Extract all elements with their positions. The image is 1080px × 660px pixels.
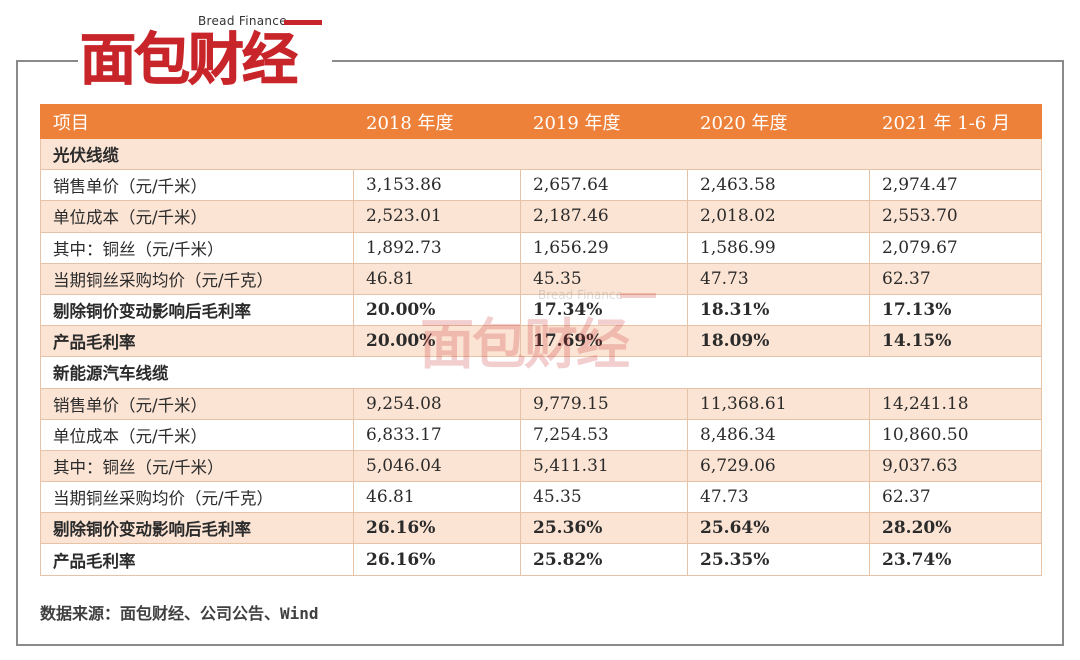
table-cell: 2,553.70 (869, 200, 1042, 233)
row-label: 其中：铜丝（元/千米） (40, 449, 354, 483)
brand-accent-bar (284, 20, 322, 25)
row-label: 当期铜丝采购均价（元/千克） (40, 262, 354, 295)
table-cell: 1,656.29 (520, 231, 688, 264)
table-section-row: 新能源汽车线缆 (40, 356, 1042, 389)
table-cell: 2,974.47 (869, 169, 1042, 202)
table-row: 当期铜丝采购均价（元/千克） 46.81 45.35 47.73 62.37 (40, 481, 1042, 514)
table-cell: 17.13% (869, 293, 1042, 327)
table-cell: 47.73 (687, 262, 870, 295)
header-cell: 2020 年度 (687, 104, 870, 139)
table-cell: 1,586.99 (687, 231, 870, 264)
table-cell: 23.74% (869, 543, 1042, 576)
brand-name-en: Bread Finance (198, 14, 287, 28)
table-cell: 47.73 (687, 481, 870, 514)
table-cell: 28.20% (869, 512, 1042, 545)
table-row: 剔除铜价变动影响后毛利率 20.00% 17.34% 18.31% 17.13% (40, 293, 1042, 327)
brand-name-cn: 面包财经 (80, 28, 299, 93)
table-cell: 25.82% (520, 543, 688, 576)
row-label: 销售单价（元/千米） (40, 387, 354, 420)
table-row: 其中：铜丝（元/千米） 1,892.73 1,656.29 1,586.99 2,079… (40, 231, 1042, 264)
header-cell: 项目 (40, 104, 354, 139)
row-label: 产品毛利率 (40, 325, 354, 358)
table-row: 销售单价（元/千米） 3,153.86 2,657.64 2,463.58 2,974.… (40, 169, 1042, 202)
table-body: 项目 2018 年度 2019 年度 2020 年度 2021 年 1-6 月 … (40, 104, 1042, 576)
table-cell: 18.31% (687, 293, 870, 327)
table-cell: 45.35 (520, 262, 688, 295)
table-cell: 46.81 (353, 481, 521, 514)
table-row: 剔除铜价变动影响后毛利率 26.16% 25.36% 25.64% 28.20% (40, 512, 1042, 545)
table-row: 其中：铜丝（元/千米） 5,046.04 5,411.31 6,729.06 9,037… (40, 449, 1042, 483)
table-cell: 25.64% (687, 512, 870, 545)
table-cell: 9,037.63 (869, 449, 1042, 483)
table-row: 当期铜丝采购均价（元/千克） 46.81 45.35 47.73 62.37 (40, 262, 1042, 295)
row-label: 剔除铜价变动影响后毛利率 (40, 293, 354, 327)
table-row: 销售单价（元/千米） 9,254.08 9,779.15 11,368.61 14,24… (40, 387, 1042, 420)
table-cell: 2,018.02 (687, 200, 870, 233)
table-row: 产品毛利率 26.16% 25.82% 25.35% 23.74% (40, 543, 1042, 576)
table-cell: 9,779.15 (520, 387, 688, 420)
table-cell: 2,657.64 (520, 169, 688, 202)
table-cell: 18.09% (687, 325, 870, 358)
table-row: 单位成本（元/千米） 6,833.17 7,254.53 8,486.34 10,860… (40, 418, 1042, 451)
table-cell: 11,368.61 (687, 387, 870, 420)
table-cell: 17.69% (520, 325, 688, 358)
table-row: 产品毛利率 20.00% 17.69% 18.09% 14.15% (40, 325, 1042, 358)
table-cell: 26.16% (353, 512, 521, 545)
table-cell: 1,892.73 (353, 231, 521, 264)
table-cell: 2,463.58 (687, 169, 870, 202)
row-label: 销售单价（元/千米） (40, 169, 354, 202)
row-label: 产品毛利率 (40, 543, 354, 576)
content-frame (16, 60, 1064, 646)
table-cell: 14,241.18 (869, 387, 1042, 420)
row-label: 单位成本（元/千米） (40, 200, 354, 233)
frame-top-right-line (332, 60, 1064, 62)
header-cell: 2019 年度 (520, 104, 688, 139)
table-cell: 9,254.08 (353, 387, 521, 420)
table-cell: 10,860.50 (869, 418, 1042, 451)
data-table: 项目 2018 年度 2019 年度 2020 年度 2021 年 1-6 月 … (40, 104, 1042, 576)
table-header-row: 项目 2018 年度 2019 年度 2020 年度 2021 年 1-6 月 (40, 104, 1042, 139)
row-label: 其中：铜丝（元/千米） (40, 231, 354, 264)
table-cell: 14.15% (869, 325, 1042, 358)
row-label: 当期铜丝采购均价（元/千克） (40, 481, 354, 514)
section-title: 光伏线缆 (40, 137, 1042, 171)
table-cell: 8,486.34 (687, 418, 870, 451)
brand-logo: Bread Finance 面包财经 (80, 14, 332, 96)
table-cell: 2,079.67 (869, 231, 1042, 264)
table-cell: 20.00% (353, 325, 521, 358)
table-cell: 17.34% (520, 293, 688, 327)
header-cell: 2018 年度 (353, 104, 521, 139)
table-cell: 46.81 (353, 262, 521, 295)
table-cell: 26.16% (353, 543, 521, 576)
source-note: 数据来源：面包财经、公司公告、Wind (40, 604, 319, 623)
table-cell: 2,187.46 (520, 200, 688, 233)
row-label: 剔除铜价变动影响后毛利率 (40, 512, 354, 545)
table-cell: 6,729.06 (687, 449, 870, 483)
table-cell: 25.35% (687, 543, 870, 576)
table-cell: 7,254.53 (520, 418, 688, 451)
table-cell: 25.36% (520, 512, 688, 545)
header-cell: 2021 年 1-6 月 (869, 104, 1042, 139)
table-cell: 20.00% (353, 293, 521, 327)
frame-top-left-line (16, 60, 78, 62)
table-section-row: 光伏线缆 (40, 137, 1042, 171)
table-cell: 45.35 (520, 481, 688, 514)
row-label: 单位成本（元/千米） (40, 418, 354, 451)
table-cell: 5,046.04 (353, 449, 521, 483)
table-cell: 62.37 (869, 481, 1042, 514)
section-title: 新能源汽车线缆 (40, 356, 1042, 389)
table-cell: 62.37 (869, 262, 1042, 295)
table-cell: 2,523.01 (353, 200, 521, 233)
table-row: 单位成本（元/千米） 2,523.01 2,187.46 2,018.02 2,553.… (40, 200, 1042, 233)
table-cell: 5,411.31 (520, 449, 688, 483)
table-cell: 3,153.86 (353, 169, 521, 202)
table-cell: 6,833.17 (353, 418, 521, 451)
